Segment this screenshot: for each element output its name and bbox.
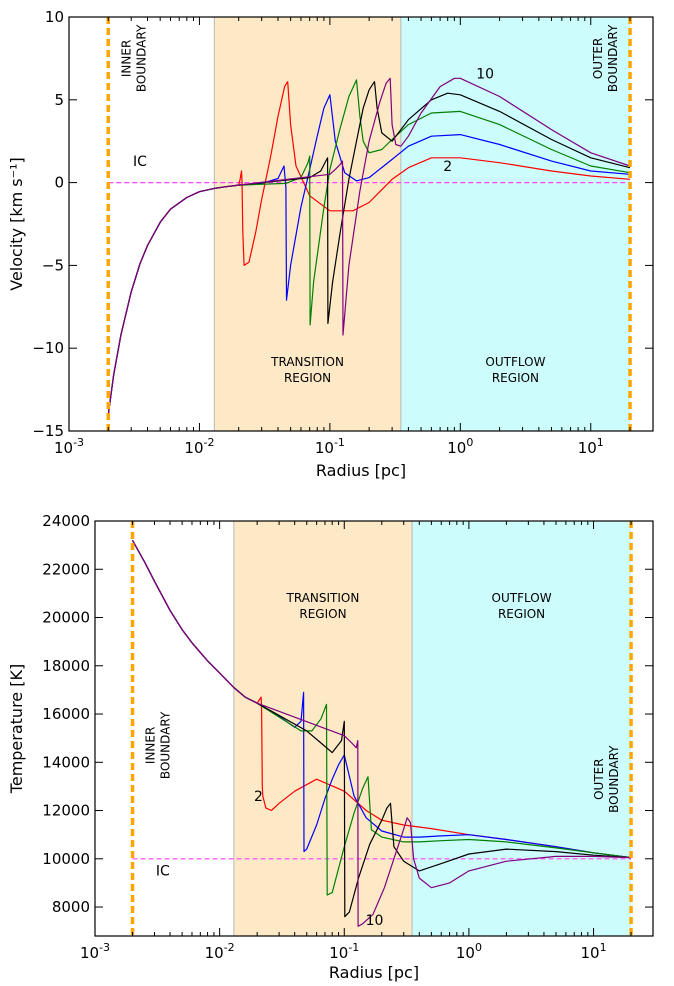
y-tick-label: 18000 (42, 657, 90, 675)
x-tick-label: 10-1 (329, 941, 359, 962)
curve-label: 10 (476, 66, 494, 82)
y-tick-label: 10 (45, 8, 64, 26)
region-label: TRANSITION (270, 355, 344, 369)
ic-label: IC (133, 154, 147, 170)
y-tick-label: 16000 (42, 705, 90, 723)
y-tick-label: 20000 (42, 609, 90, 627)
region-label: TRANSITION (286, 591, 360, 605)
region-label: REGION (299, 607, 346, 621)
boundary-label-line: OUTER (591, 38, 605, 79)
boundary-label-line: BOUNDARY (607, 745, 621, 813)
y-tick-label: −10 (32, 339, 64, 357)
region-label: OUTFLOW (492, 591, 552, 605)
boundary-label-line: BOUNDARY (134, 24, 148, 92)
curve-label: 10 (366, 913, 384, 929)
inner-boundary-label: INNER BOUNDARY (144, 711, 173, 779)
series-line-5 (131, 540, 632, 927)
x-tick-label: 101 (578, 436, 604, 457)
inner-boundary-label: INNER BOUNDARY (119, 24, 148, 92)
y-tick-label: −15 (32, 422, 64, 440)
region-label: OUTFLOW (485, 355, 545, 369)
x-tick-label: 10-1 (315, 436, 345, 457)
y-tick-label: −5 (42, 256, 64, 274)
x-tick-label: 101 (580, 941, 606, 962)
y-tick-label: 14000 (42, 753, 90, 771)
plot-frame (68, 16, 654, 432)
curve-label: 2 (254, 789, 263, 805)
y-axis-label: Temperature [K] (7, 664, 26, 794)
outer-boundary-label: OUTER BOUNDARY (591, 24, 620, 92)
y-tick-label: 24000 (42, 512, 90, 530)
plot-frame (94, 520, 654, 937)
x-axis-label: Radius [pc] (329, 963, 419, 982)
region-label: REGION (498, 607, 545, 621)
x-tick-label: 10-3 (80, 941, 110, 962)
y-tick-label: 8000 (52, 898, 90, 916)
curve-label: 2 (443, 159, 452, 175)
outer-boundary-label: OUTER BOUNDARY (592, 745, 621, 813)
region-transition (214, 17, 401, 431)
ic-label: IC (156, 864, 170, 880)
region-label: REGION (492, 371, 539, 385)
y-tick-label: 12000 (42, 802, 90, 820)
region-transition (233, 521, 413, 936)
y-tick-label: 10000 (42, 850, 90, 868)
x-tick-label: 10-3 (54, 436, 84, 457)
y-tick-label: 0 (54, 174, 64, 192)
x-axis-label: Radius [pc] (316, 461, 406, 480)
x-tick-label: 10-2 (184, 436, 214, 457)
boundary-label-line: OUTER (592, 758, 606, 799)
y-tick-label: 22000 (42, 560, 90, 578)
series-line-5 (107, 77, 631, 415)
x-tick-label: 100 (456, 941, 482, 962)
boundary-label-line: BOUNDARY (159, 711, 173, 779)
y-tick-label: 5 (54, 91, 64, 109)
region-outflow (400, 17, 631, 431)
boundary-label-line: INNER (119, 40, 133, 77)
x-tick-label: 10-2 (205, 941, 235, 962)
region-outflow (412, 521, 632, 936)
x-tick-label: 100 (447, 436, 473, 457)
region-label: REGION (284, 371, 331, 385)
boundary-label-line: INNER (144, 727, 158, 764)
y-axis-label: Velocity [km s⁻¹] (7, 157, 26, 290)
boundary-label-line: BOUNDARY (606, 24, 620, 92)
